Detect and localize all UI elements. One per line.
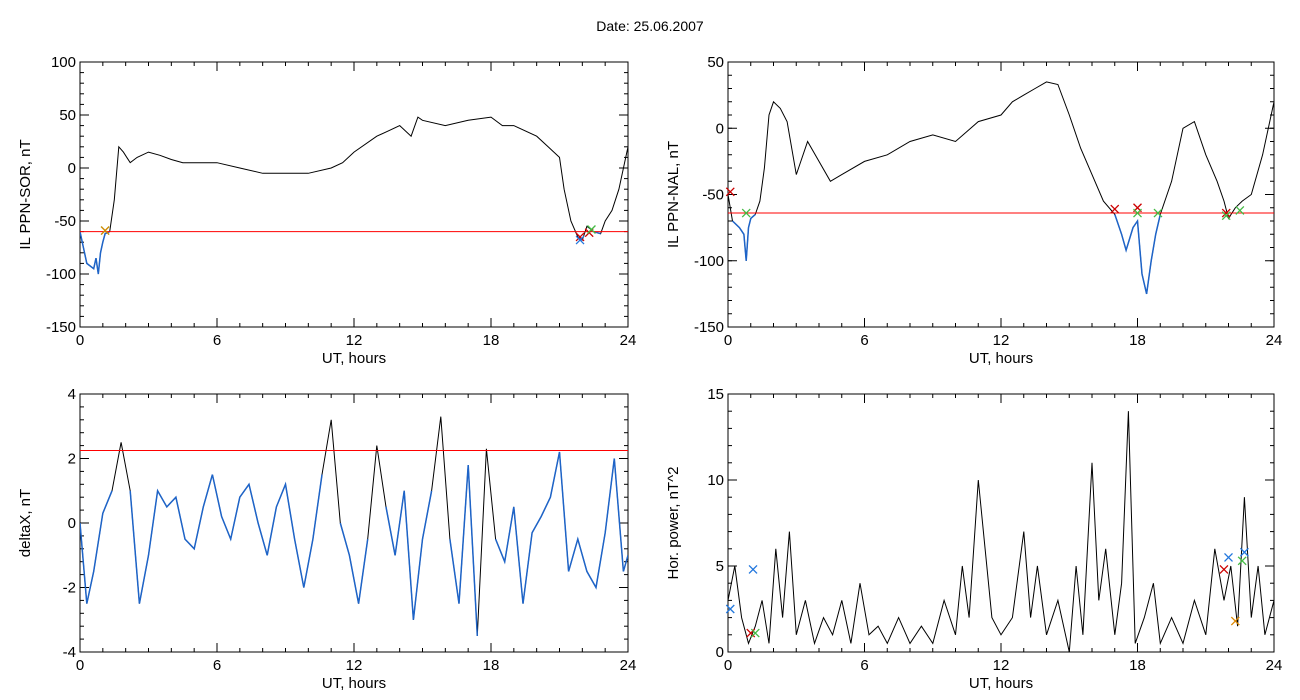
data-series-line — [80, 116, 628, 275]
y-tick-label: 50 — [707, 54, 724, 71]
event-marker — [1219, 564, 1229, 574]
event-marker — [575, 235, 585, 245]
x-tick-label: 0 — [76, 657, 84, 674]
x-axis-label: UT, hours — [322, 675, 386, 692]
y-tick-label: 2 — [68, 451, 76, 468]
event-marker — [587, 225, 596, 234]
y-axis-label: IL PPN-SOR, nT — [17, 139, 34, 249]
x-tick-label: 0 — [724, 332, 732, 349]
below-threshold-segment — [80, 490, 113, 604]
data-series-line — [728, 411, 1274, 652]
event-marker — [1153, 208, 1163, 218]
panel-top-left: 0 6 12 18 24 -150 -100 -50 0 50 100 UT, hours IL PPN… — [17, 54, 636, 367]
x-tick-label: 18 — [483, 332, 500, 349]
below-threshold-segment — [449, 464, 479, 636]
below-threshold-segment — [731, 213, 756, 261]
y-tick-label: 50 — [59, 107, 76, 124]
event-marker — [748, 564, 758, 574]
y-tick-label: -50 — [54, 213, 76, 230]
x-tick-label: 24 — [1266, 332, 1283, 349]
below-threshold-segment — [129, 474, 323, 604]
event-marker — [1221, 211, 1231, 221]
x-tick-label: 24 — [620, 657, 637, 674]
x-tick-label: 12 — [346, 332, 363, 349]
x-tick-label: 6 — [213, 332, 221, 349]
x-axis-label: UT, hours — [969, 350, 1033, 367]
plot-frame — [79, 61, 629, 328]
x-tick-label: 24 — [620, 332, 637, 349]
y-tick-label: 0 — [68, 160, 76, 177]
y-tick-label: 0 — [68, 515, 76, 532]
below-threshold-segment — [339, 522, 369, 604]
below-threshold-segment — [385, 490, 433, 620]
x-tick-label: 18 — [483, 657, 500, 674]
y-tick-label: 10 — [707, 472, 724, 489]
below-threshold-segment — [1114, 214, 1162, 295]
x-tick-label: 18 — [1129, 657, 1146, 674]
y-tick-label: 100 — [51, 54, 76, 71]
below-threshold-segment — [577, 236, 583, 241]
event-marker — [750, 628, 760, 638]
x-tick-label: 12 — [993, 657, 1010, 674]
x-tick-label: 6 — [860, 332, 868, 349]
event-marker — [1221, 208, 1231, 218]
x-tick-label: 12 — [993, 332, 1010, 349]
y-axis-label: Hor. power, nT^2 — [665, 467, 682, 580]
y-tick-label: -100 — [694, 253, 724, 270]
x-axis-label: UT, hours — [969, 675, 1033, 692]
x-tick-label: 6 — [213, 657, 221, 674]
event-marker — [1224, 552, 1233, 562]
y-tick-label: -100 — [46, 266, 76, 283]
y-tick-label: -4 — [63, 644, 76, 661]
y-tick-label: -2 — [63, 580, 76, 597]
y-tick-label: -150 — [46, 319, 76, 336]
event-marker — [746, 628, 756, 638]
panel-bottom-right: 0 6 12 18 24 0 5 10 15 UT, hours Hor. power, nT^2 — [665, 386, 1282, 692]
y-tick-label: 0 — [716, 120, 724, 137]
y-axis-label: deltaX, nT — [17, 489, 34, 557]
event-marker — [575, 232, 585, 242]
x-tick-label: 18 — [1129, 332, 1146, 349]
plot-frame — [79, 393, 629, 653]
event-marker — [100, 226, 110, 235]
x-tick-label: 6 — [860, 657, 868, 674]
y-tick-label: -50 — [702, 187, 724, 204]
event-marker — [725, 604, 735, 614]
x-tick-label: 24 — [1266, 657, 1283, 674]
data-series-line — [80, 416, 628, 636]
figure-title: Date: 25.06.2007 — [596, 18, 704, 34]
y-axis-label: IL PPN-NAL, nT — [665, 141, 682, 248]
below-threshold-segment — [80, 230, 111, 275]
event-marker — [1133, 208, 1142, 218]
event-marker — [1110, 204, 1120, 214]
event-marker — [1230, 616, 1240, 626]
y-tick-label: 5 — [716, 558, 724, 575]
x-tick-label: 12 — [346, 657, 363, 674]
event-marker — [741, 208, 751, 218]
x-tick-label: 0 — [724, 657, 732, 674]
y-tick-label: 0 — [716, 644, 724, 661]
data-series-line — [728, 81, 1274, 295]
event-marker — [1235, 205, 1245, 215]
y-tick-label: -150 — [694, 319, 724, 336]
x-axis-label: UT, hours — [322, 350, 386, 367]
x-tick-label: 0 — [76, 332, 84, 349]
plot-frame — [727, 393, 1275, 653]
y-tick-label: 15 — [707, 386, 724, 403]
plot-frame — [727, 61, 1275, 328]
event-marker — [1237, 556, 1247, 566]
y-tick-label: 4 — [68, 386, 76, 403]
below-threshold-segment — [494, 451, 628, 604]
event-marker — [725, 187, 735, 197]
event-marker — [1239, 547, 1249, 557]
panel-top-right: 0 6 12 18 24 -150 -100 -50 0 50 UT, hours IL PPN-NA… — [665, 54, 1282, 367]
